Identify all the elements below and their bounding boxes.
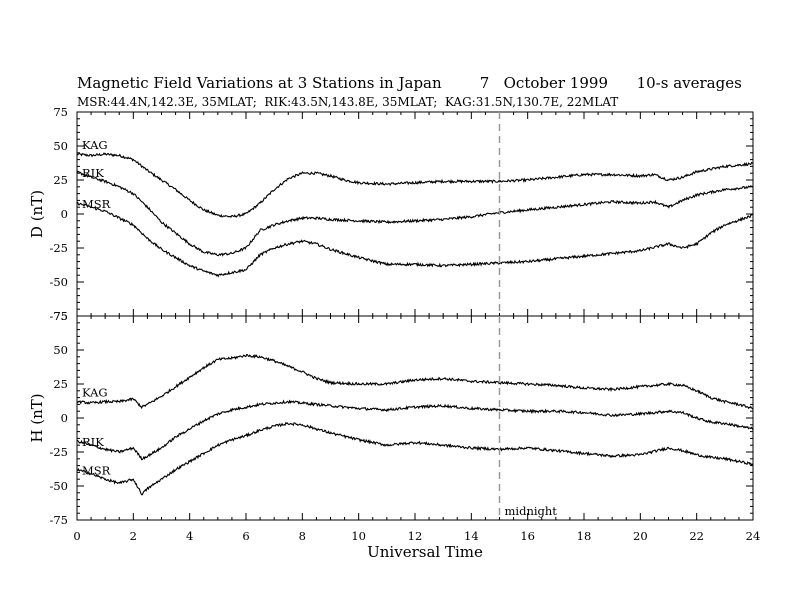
x-tick-label: 22 <box>689 529 704 543</box>
x-tick-label: 8 <box>299 529 306 543</box>
x-tick-label: 0 <box>73 529 80 543</box>
series-label-kag: KAG <box>82 138 108 152</box>
chart-subtitle: MSR:44.4N,142.3E, 35MLAT; RIK:43.5N,143.… <box>77 95 618 109</box>
x-tick-label: 24 <box>746 529 761 543</box>
series-line-kag <box>76 152 754 219</box>
x-tick-label: 20 <box>633 529 648 543</box>
y-tick-label: -50 <box>49 275 68 289</box>
y-tick-label: 50 <box>53 343 68 357</box>
y-tick-label: 0 <box>61 411 68 425</box>
y-tick-label: -75 <box>49 309 68 323</box>
series-label-kag: KAG <box>82 386 108 400</box>
y-tick-label: -25 <box>49 241 68 255</box>
y-tick-label: -50 <box>49 479 68 493</box>
y-tick-label: 25 <box>53 377 68 391</box>
x-tick-label: 2 <box>130 529 137 543</box>
x-axis-label: Universal Time <box>367 543 483 561</box>
chart-title: Magnetic Field Variations at 3 Stations … <box>77 74 742 92</box>
series-line-msr <box>76 201 754 278</box>
x-tick-label: 10 <box>351 529 366 543</box>
midnight-label: midnight <box>505 504 558 518</box>
series-label-rik: RIK <box>82 435 104 449</box>
series-line-rik <box>76 399 754 461</box>
series-labels: KAG RIK MSR KAG RIK MSR <box>82 138 111 478</box>
y-axis-label-d: D (nT) <box>28 190 46 238</box>
x-tick-label: 4 <box>186 529 193 543</box>
series-label-msr: MSR <box>82 464 111 478</box>
series-label-msr: MSR <box>82 197 111 211</box>
y-tick-label: 75 <box>53 105 68 119</box>
panel-frame <box>76 315 754 521</box>
x-tick-label: 18 <box>577 529 592 543</box>
series-line-msr <box>76 421 754 496</box>
x-tick-label: 12 <box>408 529 423 543</box>
x-tick-label: 14 <box>464 529 479 543</box>
series-layer <box>76 152 754 496</box>
y-tick-label: -25 <box>49 445 68 459</box>
panel-frame <box>76 111 754 317</box>
y-tick-label: 25 <box>53 173 68 187</box>
x-tick-label: 16 <box>520 529 535 543</box>
y-tick-label: 50 <box>53 139 68 153</box>
series-line-kag <box>76 353 754 410</box>
x-tick-label: 6 <box>242 529 249 543</box>
y-axis-label-h: H (nT) <box>28 393 46 442</box>
series-line-rik <box>76 170 754 257</box>
y-tick-label: -75 <box>49 513 68 527</box>
y-tick-label: 75 <box>53 309 68 323</box>
y-tick-label: 0 <box>61 207 68 221</box>
series-label-rik: RIK <box>82 166 104 180</box>
